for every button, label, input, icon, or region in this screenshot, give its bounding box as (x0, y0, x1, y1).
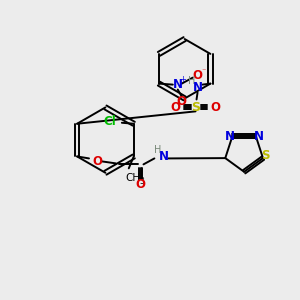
Text: O: O (171, 101, 181, 114)
Text: O: O (177, 95, 187, 108)
Text: O: O (193, 69, 202, 82)
Text: O: O (136, 178, 146, 191)
Text: N: N (254, 130, 264, 143)
Text: +: + (179, 75, 186, 84)
Text: 3: 3 (139, 177, 144, 186)
Text: S: S (191, 101, 200, 114)
Text: N: N (193, 81, 202, 94)
Text: CH: CH (126, 173, 141, 183)
Text: O: O (210, 101, 220, 114)
Text: N: N (159, 150, 169, 163)
Text: H: H (188, 76, 195, 85)
Text: N: N (224, 130, 235, 143)
Text: Cl: Cl (103, 115, 116, 128)
Text: ⁻: ⁻ (201, 66, 206, 75)
Text: N: N (173, 78, 183, 91)
Text: O: O (92, 155, 102, 168)
Text: H: H (154, 146, 161, 155)
Text: S: S (261, 148, 269, 162)
